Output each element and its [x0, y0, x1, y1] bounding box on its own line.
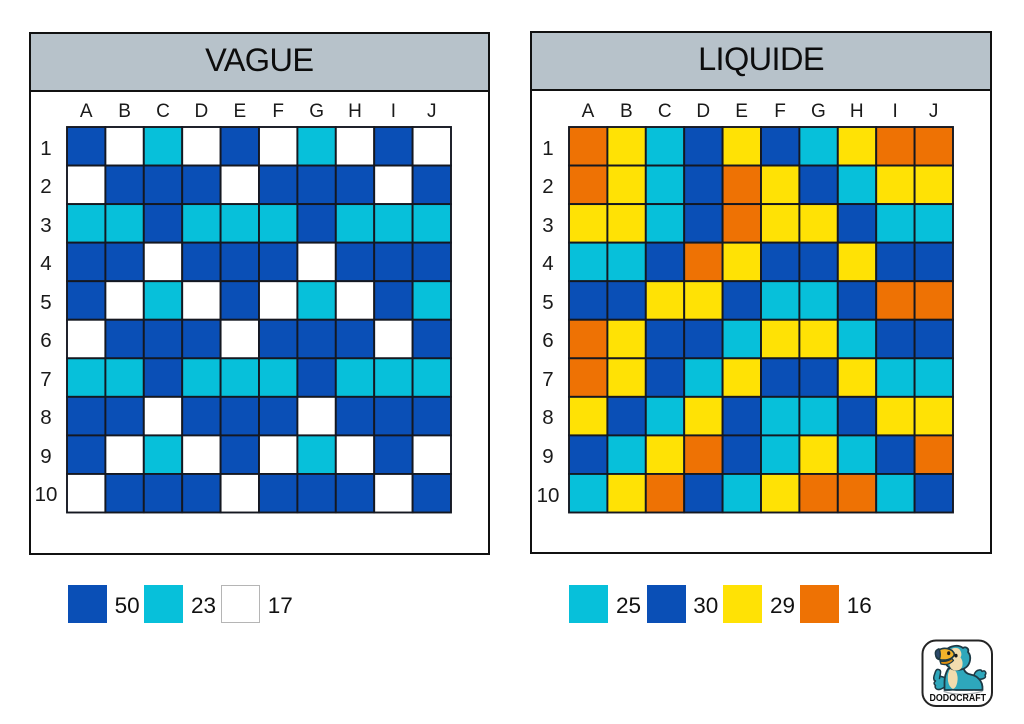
svg-text:DODOCRAFT: DODOCRAFT: [930, 693, 987, 704]
